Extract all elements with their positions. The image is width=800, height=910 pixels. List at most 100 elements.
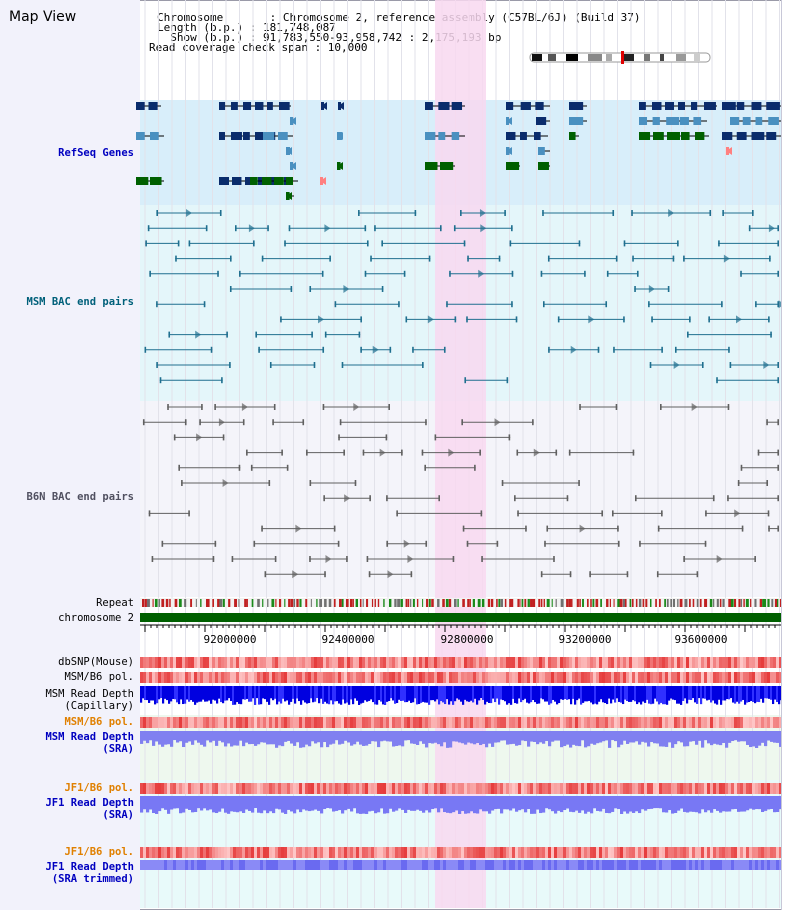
capillary-depth-bar bbox=[516, 686, 519, 704]
jf1-trim-depth-bar bbox=[683, 860, 687, 870]
b6n-bac-end bbox=[501, 480, 504, 486]
jf1-sra-depth-bar bbox=[275, 796, 279, 809]
msm-bac-end bbox=[144, 346, 147, 353]
msm-bac-marker bbox=[185, 209, 192, 217]
gene-strand-arrow bbox=[337, 132, 343, 140]
b6n-bac-end bbox=[231, 556, 234, 562]
msm-b6-pol-sra-heat bbox=[494, 717, 498, 728]
jf1-b6-pol-heat bbox=[752, 783, 756, 794]
capillary-depth-bar bbox=[364, 686, 367, 701]
jf1-sra-depth-bar bbox=[602, 796, 606, 809]
jf1-sra-depth-bar bbox=[623, 796, 627, 812]
msm-sra-depth-bar bbox=[530, 731, 534, 742]
dbsnp-heat bbox=[470, 657, 474, 668]
msm-sra-depth-bar bbox=[485, 731, 489, 748]
capillary-depth-bar bbox=[290, 686, 293, 702]
jf1-sra-depth-bar bbox=[272, 796, 276, 814]
capillary-depth-bar bbox=[598, 686, 601, 702]
repeat-element bbox=[208, 599, 210, 607]
msm-b6-pol-heat bbox=[536, 672, 540, 683]
msm-b6-pol-sra-heat bbox=[740, 717, 744, 728]
msm-sra-depth-bar bbox=[311, 731, 315, 742]
msm-b6-pol-sra-heat bbox=[434, 717, 438, 728]
msm-bac-end bbox=[360, 346, 362, 353]
jf1-trim-depth-bar bbox=[482, 860, 486, 870]
capillary-depth-bar bbox=[386, 686, 389, 702]
msm-b6-pol-heat bbox=[185, 672, 189, 683]
jf1-b6-pol-heat bbox=[713, 783, 717, 794]
capillary-depth-bar bbox=[756, 686, 759, 702]
msm-b6-pol-sra-heat bbox=[347, 717, 351, 728]
msm-b6-pol-heat bbox=[719, 672, 723, 683]
repeat-element bbox=[490, 599, 494, 607]
dbsnp-heat bbox=[722, 657, 726, 668]
msm-b6-pol-heat bbox=[530, 672, 534, 683]
msm-sra-depth-bar bbox=[320, 731, 324, 748]
repeat-element bbox=[595, 599, 599, 607]
jf1-b6-pol-heat bbox=[701, 783, 705, 794]
jf1-trim-depth-bar bbox=[758, 860, 762, 870]
jf1-trim-depth-bar bbox=[512, 860, 516, 870]
gene-strand-arrow bbox=[338, 102, 344, 110]
b6n-bac-end bbox=[696, 571, 699, 578]
b6n-bac-end bbox=[323, 495, 325, 502]
repeat-element bbox=[759, 599, 763, 607]
jf1-sra-depth-bar bbox=[770, 796, 774, 809]
b6n-bac-end bbox=[566, 495, 569, 502]
jf1-sra-depth-bar bbox=[569, 796, 573, 812]
msm-sra-depth-bar bbox=[350, 731, 354, 746]
refseq-genes-label[interactable]: RefSeq Genes bbox=[58, 147, 134, 159]
b6n-bac-end bbox=[516, 449, 519, 456]
jf1-b6-pol-trim-heat bbox=[443, 847, 447, 858]
jf1-b6-pol-heat bbox=[704, 783, 708, 794]
jf1-sra-depth-bar bbox=[374, 796, 378, 814]
msm-bac-label[interactable]: MSM BAC end pairs bbox=[26, 296, 134, 308]
jf1-trim-depth-bar bbox=[143, 860, 147, 870]
repeat-element bbox=[519, 599, 521, 607]
jf1-sra-depth-bar bbox=[359, 796, 363, 814]
msm-sra-depth-bar bbox=[353, 731, 357, 745]
msm-sra-depth-bar bbox=[617, 731, 621, 748]
jf1-sra-depth-bar bbox=[575, 796, 579, 811]
msm-b6-pol-sra-heat bbox=[329, 717, 333, 728]
msm-b6-pol-heat bbox=[650, 672, 654, 683]
b6n-bac-end bbox=[306, 449, 308, 456]
jf1-b6-pol-trim-heat bbox=[512, 847, 516, 858]
jf1-b6-pol-heat bbox=[731, 783, 735, 794]
jf1-b6-pol-trim-heat bbox=[752, 847, 756, 858]
msm-b6-pol-sra-heat bbox=[392, 717, 396, 728]
gene-strand-arrow bbox=[425, 132, 431, 140]
jf1-b6-pol-trim-heat bbox=[596, 847, 600, 858]
msm-bac-end bbox=[708, 316, 710, 323]
jf1-b6-pol-heat bbox=[182, 783, 186, 794]
jf1-trim-depth-bar bbox=[515, 860, 519, 870]
repeat-element bbox=[764, 599, 767, 607]
jf1-b6-pol-trim-heat bbox=[260, 847, 264, 858]
jf1-trim-depth-bar bbox=[347, 860, 351, 870]
dbsnp-heat bbox=[515, 657, 519, 668]
msm-b6-pol-sra-heat bbox=[572, 717, 576, 728]
msm-bac-end bbox=[701, 362, 704, 368]
gene-exon bbox=[231, 132, 242, 140]
b6n-bac-label[interactable]: B6N BAC end pairs bbox=[26, 491, 134, 503]
jf1-b6-pol-heat bbox=[584, 783, 588, 794]
dbsnp-heat bbox=[518, 657, 522, 668]
msm-b6-pol-sra-heat bbox=[260, 717, 264, 728]
jf1-trim-depth-bar bbox=[698, 860, 702, 870]
jf1-sra-depth-bar bbox=[773, 796, 777, 813]
jf1-trim-depth-bar bbox=[557, 860, 561, 870]
dbsnp-heat bbox=[680, 657, 684, 668]
msm-bac-end bbox=[389, 346, 392, 353]
jf1-b6-pol-trim-heat bbox=[566, 847, 570, 858]
msm-b6-pol-heat bbox=[242, 672, 246, 683]
jf1-trim-depth-bar bbox=[608, 860, 612, 870]
jf1-b6-pol-heat bbox=[410, 783, 414, 794]
gene-strand-arrow bbox=[639, 132, 645, 140]
msm-b6-pol-heat bbox=[662, 672, 666, 683]
b6n-bac-end bbox=[757, 449, 760, 456]
msm-b6-pol-sra-heat bbox=[470, 717, 474, 728]
msm-bac-end bbox=[428, 255, 431, 262]
b6n-bac-end bbox=[540, 571, 543, 578]
repeat-element bbox=[743, 599, 745, 607]
